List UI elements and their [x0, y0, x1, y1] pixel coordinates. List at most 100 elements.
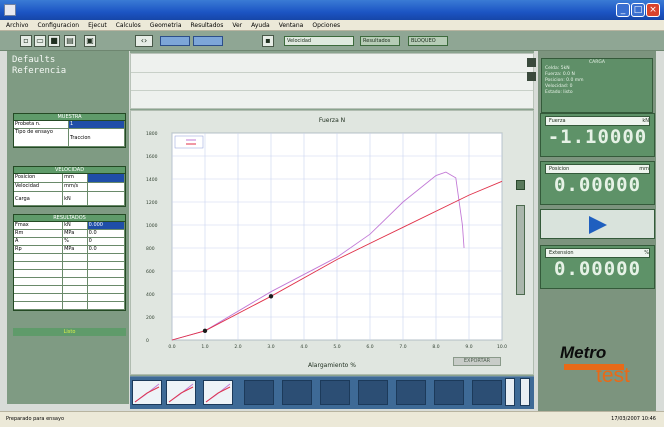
table-cell[interactable]: 0	[88, 238, 125, 245]
table-cell	[14, 262, 64, 269]
menu-item[interactable]: Calculos	[115, 21, 141, 29]
extension-name: Extension	[549, 250, 574, 256]
menu-item[interactable]: Ventana	[278, 21, 304, 29]
table-cell[interactable]	[88, 270, 125, 277]
info-line: Estado: listo	[545, 90, 573, 95]
x-tick-label: 9.0	[465, 344, 472, 350]
table-cell: A	[14, 238, 64, 245]
specimen-label: Defaults Referencia	[12, 55, 124, 77]
table-cell[interactable]	[88, 286, 125, 293]
y-tick-label: 1400	[146, 177, 158, 183]
table-cell[interactable]: 0.000	[87, 222, 125, 229]
table-row: Velocidad mm/s	[14, 183, 125, 192]
status-datetime: 17/03/2007 10:46	[611, 416, 656, 422]
specimen-reference: Referencia	[12, 66, 67, 76]
table-cell[interactable]	[88, 192, 125, 205]
force-display: -1.10000	[547, 126, 648, 148]
thumbnail[interactable]	[203, 380, 233, 405]
table-cell	[14, 302, 64, 309]
print-icon[interactable]	[527, 72, 536, 81]
thumb-scroll-up-button[interactable]	[505, 378, 515, 406]
menu-item[interactable]: Configuracion	[37, 21, 80, 29]
table-row: Carga kN	[14, 192, 125, 206]
table-row	[14, 262, 125, 270]
force-label: Fuerza kN	[545, 116, 650, 126]
thumbnail[interactable]	[132, 380, 162, 405]
open-icon[interactable]: ▭	[34, 35, 46, 47]
table-cell	[14, 270, 64, 277]
table-cell: Fmax	[14, 222, 64, 229]
menu-item[interactable]: Geometria	[149, 21, 182, 29]
status-bar: Preparado para ensayo 17/03/2007 10:46	[0, 411, 664, 427]
data-point-marker	[202, 328, 208, 333]
menu-item[interactable]: Ejecut	[88, 21, 107, 29]
table-cell[interactable]	[88, 183, 125, 191]
menu-item[interactable]: Resultados	[190, 21, 224, 29]
status-indicator: Listo	[13, 328, 126, 336]
title-bar: _ □ ×	[0, 0, 664, 20]
thumbnail[interactable]	[320, 380, 350, 405]
position-display: 0.00000	[553, 174, 642, 196]
table-cell[interactable]: Traccion	[69, 129, 125, 146]
table-row: Posicion mm	[14, 174, 125, 183]
print-icon[interactable]: ▤	[64, 35, 76, 47]
table-cell: %	[63, 238, 88, 245]
close-button[interactable]: ×	[646, 3, 660, 17]
thumbnail[interactable]	[282, 380, 312, 405]
table-cell: Rm	[14, 230, 64, 237]
data-point-marker	[268, 294, 274, 299]
info-line: Posicion: 0.0 mm	[545, 78, 584, 83]
x-tick-label: 2.0	[234, 344, 241, 350]
table-cell[interactable]	[88, 294, 125, 301]
table-cell[interactable]	[88, 302, 125, 309]
table-cell[interactable]	[88, 262, 125, 269]
table-cell[interactable]	[88, 278, 125, 285]
table-cell: kN	[63, 222, 88, 229]
series-line-1	[171, 171, 465, 341]
thumbnail[interactable]	[472, 380, 502, 405]
start-button[interactable]	[160, 36, 190, 46]
table-cell	[63, 270, 88, 277]
thumbnail[interactable]	[358, 380, 388, 405]
table-cell[interactable]: 0.0	[88, 246, 125, 253]
zoom-icon[interactable]	[516, 180, 525, 190]
maximize-button[interactable]: □	[631, 3, 645, 17]
table-cell[interactable]	[88, 254, 125, 261]
stop-button[interactable]	[193, 36, 223, 46]
mode-icon[interactable]: ▪	[262, 35, 274, 47]
thumb-scroll-down-button[interactable]	[520, 378, 530, 406]
zero-icon[interactable]: ‹›	[135, 35, 153, 47]
thumbnail[interactable]	[434, 380, 464, 405]
extension-panel: Extension% 0.00000	[540, 245, 655, 289]
menu-item[interactable]: Ver	[232, 21, 243, 29]
info-line: Velocidad: 0	[545, 84, 573, 89]
x-tick-label: 8.0	[432, 344, 439, 350]
scroll-bar[interactable]	[516, 205, 525, 295]
menu-item[interactable]: Ayuda	[251, 21, 270, 29]
table-cell[interactable]	[87, 174, 125, 182]
save-icon[interactable]: ■	[48, 35, 60, 47]
play-icon[interactable]	[541, 210, 656, 240]
settings-icon[interactable]: ▣	[84, 35, 96, 47]
lock-button[interactable]: BLOQUEO	[408, 36, 448, 46]
position-panel: Posicion mm 0.00000	[540, 161, 655, 205]
thumbnail[interactable]	[244, 380, 274, 405]
info-line: Celda: 5kN	[545, 66, 570, 71]
menu-item[interactable]: Archivo	[6, 21, 29, 29]
minimize-button[interactable]: _	[616, 3, 630, 17]
table-cell	[63, 254, 88, 261]
menu-item[interactable]: Opciones	[312, 21, 341, 29]
mode-field[interactable]: Velocidad	[284, 36, 354, 46]
export-button[interactable]: EXPORTAR	[453, 357, 501, 366]
thumbnail[interactable]	[166, 380, 196, 405]
camera-icon[interactable]	[527, 58, 536, 67]
results-button[interactable]: Resultados	[360, 36, 400, 46]
x-tick-label: 10.0	[497, 344, 507, 350]
new-icon[interactable]: ▫	[20, 35, 32, 47]
force-name: Fuerza	[549, 118, 566, 124]
table-cell[interactable]: 0.0	[88, 230, 125, 237]
chart[interactable]: 0.0 1.0 2.0 3.0 4.0 5.0 6.0 7.0 8.0 9.0 10.0 0 200 40…	[130, 110, 534, 375]
table-cell[interactable]: 1	[69, 121, 125, 128]
y-tick-label: 1000	[146, 223, 158, 229]
thumbnail[interactable]	[396, 380, 426, 405]
